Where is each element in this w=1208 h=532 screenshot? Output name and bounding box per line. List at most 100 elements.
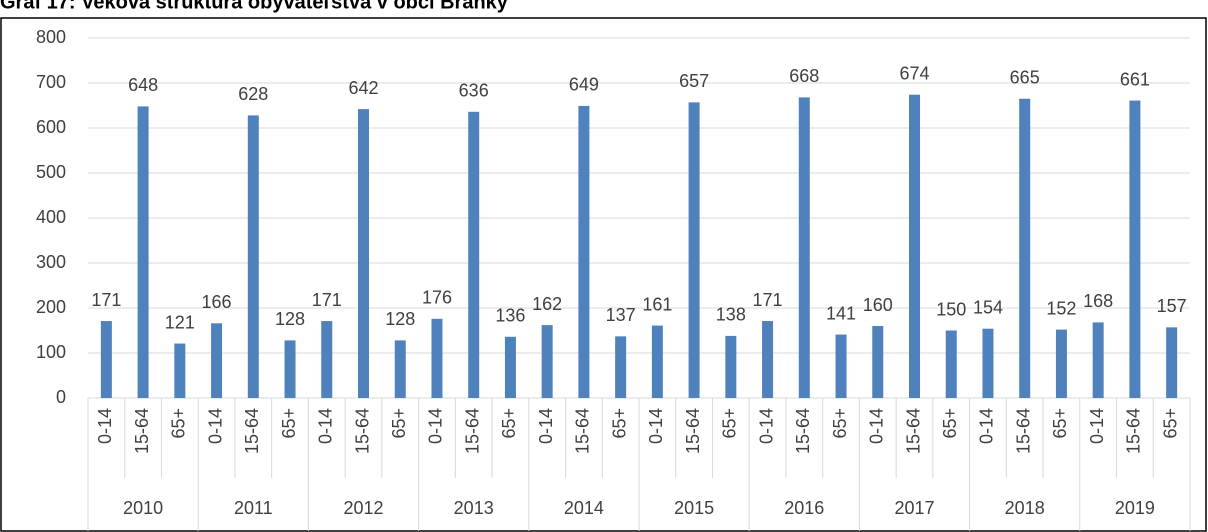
data-label: 171 bbox=[312, 290, 342, 310]
bar bbox=[688, 102, 700, 398]
x-tick-label: 65+ bbox=[720, 408, 740, 439]
data-label: 121 bbox=[165, 312, 195, 332]
bar bbox=[541, 325, 553, 398]
data-label: 136 bbox=[495, 306, 525, 326]
data-label: 176 bbox=[422, 288, 452, 308]
bar bbox=[835, 334, 847, 398]
x-tick-label: 15-64 bbox=[793, 408, 813, 454]
x-tick-label: 15-64 bbox=[462, 408, 482, 454]
x-tick-label: 0-14 bbox=[867, 408, 887, 444]
data-label: 171 bbox=[91, 290, 121, 310]
bar bbox=[872, 326, 884, 398]
bar bbox=[358, 109, 369, 398]
data-label: 154 bbox=[973, 297, 1003, 317]
x-tick-label: 0-14 bbox=[646, 408, 666, 444]
data-label: 161 bbox=[642, 294, 672, 314]
chart-frame bbox=[0, 17, 1207, 532]
bar bbox=[762, 321, 774, 398]
bar bbox=[615, 336, 627, 398]
group-label: 2019 bbox=[1115, 498, 1155, 518]
x-tick-label: 0-14 bbox=[1087, 408, 1107, 444]
bar bbox=[100, 321, 112, 398]
x-tick-label: 0-14 bbox=[756, 408, 776, 444]
x-tick-label: 65+ bbox=[279, 408, 299, 439]
y-tick-label: 600 bbox=[36, 117, 66, 137]
data-label: 157 bbox=[1157, 296, 1187, 316]
data-label: 665 bbox=[1010, 68, 1040, 88]
y-tick-label: 300 bbox=[36, 252, 66, 272]
data-label: 668 bbox=[789, 66, 819, 86]
bar bbox=[578, 105, 590, 398]
x-tick-label: 0-14 bbox=[977, 408, 997, 444]
data-label: 166 bbox=[202, 292, 232, 312]
y-tick-label: 700 bbox=[36, 72, 66, 92]
data-label: 642 bbox=[348, 78, 378, 98]
x-tick-label: 65+ bbox=[940, 408, 960, 439]
data-label: 152 bbox=[1046, 298, 1076, 318]
bar bbox=[431, 318, 443, 398]
y-tick-label: 0 bbox=[56, 387, 66, 407]
bar bbox=[945, 330, 957, 398]
x-tick-label: 0-14 bbox=[316, 408, 336, 444]
bar bbox=[394, 340, 406, 398]
x-tick-label: 15-64 bbox=[573, 408, 593, 454]
bar bbox=[211, 323, 223, 398]
x-tick-label: 15-64 bbox=[132, 408, 152, 454]
data-label: 141 bbox=[826, 303, 856, 323]
x-tick-label: 15-64 bbox=[242, 408, 262, 454]
x-tick-label: 15-64 bbox=[1013, 408, 1033, 454]
group-label: 2015 bbox=[674, 498, 714, 518]
data-label: 648 bbox=[128, 75, 158, 95]
x-tick-label: 15-64 bbox=[1124, 408, 1144, 454]
bar bbox=[1129, 100, 1141, 399]
bar bbox=[321, 321, 333, 398]
data-label: 636 bbox=[459, 81, 489, 101]
x-tick-label: 65+ bbox=[1160, 408, 1180, 439]
y-tick-label: 800 bbox=[36, 27, 66, 47]
y-tick-label: 500 bbox=[36, 162, 66, 182]
y-tick-label: 400 bbox=[36, 207, 66, 227]
group-label: 2011 bbox=[234, 498, 273, 518]
data-label: 128 bbox=[385, 309, 415, 329]
x-tick-label: 65+ bbox=[1050, 408, 1070, 439]
group-label: 2010 bbox=[123, 498, 163, 518]
bar bbox=[982, 328, 994, 398]
group-label: 2014 bbox=[564, 498, 604, 518]
group-label: 2016 bbox=[784, 498, 824, 518]
data-label: 657 bbox=[679, 71, 709, 91]
x-tick-label: 65+ bbox=[609, 408, 629, 439]
group-label: 2013 bbox=[454, 498, 494, 518]
bar bbox=[137, 106, 149, 399]
x-tick-label: 65+ bbox=[169, 408, 189, 439]
bar bbox=[468, 111, 480, 399]
bar bbox=[247, 115, 259, 399]
bar bbox=[909, 94, 920, 398]
data-label: 160 bbox=[863, 295, 893, 315]
x-tick-label: 0-14 bbox=[95, 408, 115, 444]
bar bbox=[1092, 322, 1104, 398]
x-tick-label: 0-14 bbox=[426, 408, 446, 444]
group-label: 2017 bbox=[894, 498, 934, 518]
chart-title: Graf 17: Veková štruktúra obyvateľstva v… bbox=[0, 0, 509, 13]
y-tick-label: 100 bbox=[36, 342, 66, 362]
x-tick-label: 65+ bbox=[499, 408, 519, 439]
data-label: 674 bbox=[899, 63, 929, 83]
data-label: 171 bbox=[753, 290, 783, 310]
data-label: 628 bbox=[238, 84, 268, 104]
bar bbox=[798, 97, 810, 399]
data-label: 138 bbox=[716, 305, 746, 325]
y-tick-label: 200 bbox=[36, 297, 66, 317]
bar bbox=[284, 340, 296, 398]
bar bbox=[1166, 327, 1178, 398]
bar bbox=[1055, 329, 1067, 398]
bar bbox=[651, 325, 663, 398]
bar bbox=[1019, 98, 1031, 398]
data-label: 649 bbox=[569, 75, 599, 95]
data-label: 162 bbox=[532, 294, 562, 314]
data-label: 661 bbox=[1120, 69, 1150, 89]
x-tick-label: 15-64 bbox=[352, 408, 372, 454]
x-tick-label: 0-14 bbox=[205, 408, 225, 444]
bar bbox=[174, 343, 186, 398]
